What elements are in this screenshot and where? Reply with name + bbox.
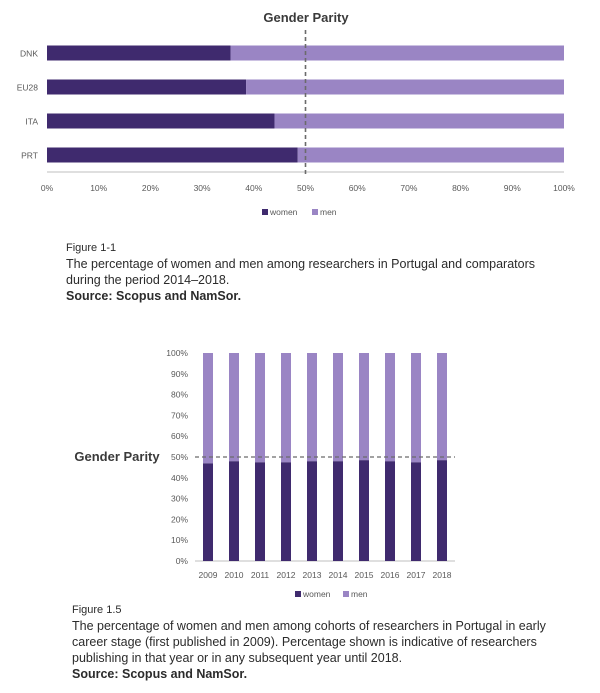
category-label: 2014 — [329, 570, 348, 580]
category-label: 2018 — [433, 570, 452, 580]
caption-source: Source: Scopus and NamSor. — [66, 289, 242, 303]
chart-title: Gender Parity — [263, 10, 349, 25]
legend-label-women: women — [302, 589, 331, 599]
bar-men-prt — [297, 147, 564, 163]
x-tick-label: 50% — [297, 183, 314, 193]
category-label: EU28 — [17, 83, 39, 93]
caption-text: The percentage of women and men among co… — [72, 619, 546, 665]
x-tick-label: 70% — [400, 183, 417, 193]
category-label: ITA — [25, 117, 38, 127]
figure-caption-1: Figure 1-1 The percentage of women and m… — [66, 240, 546, 304]
legend-label-men: men — [320, 207, 337, 217]
y-tick-label: 100% — [166, 348, 188, 358]
bar-women-ita — [47, 113, 275, 129]
category-label: 2012 — [277, 570, 296, 580]
bar-men-2010 — [229, 353, 239, 462]
category-label: 2013 — [303, 570, 322, 580]
category-label: 2010 — [225, 570, 244, 580]
category-label: 2011 — [251, 570, 270, 580]
caption-text: The percentage of women and men among re… — [66, 257, 536, 287]
bar-men-2013 — [307, 353, 317, 462]
bar-men-dnk — [230, 45, 564, 61]
legend-swatch-women — [295, 591, 301, 597]
figure-label: Figure 1.5 — [72, 604, 122, 616]
category-label: DNK — [20, 49, 38, 59]
y-tick-label: 30% — [171, 494, 188, 504]
y-tick-label: 60% — [171, 431, 188, 441]
category-label: 2015 — [355, 570, 374, 580]
bar-women-dnk — [47, 45, 231, 61]
x-tick-label: 10% — [90, 183, 107, 193]
bar-men-2011 — [255, 353, 265, 463]
x-tick-label: 0% — [41, 183, 54, 193]
bar-men-eu28 — [246, 79, 565, 95]
y-tick-label: 90% — [171, 369, 188, 379]
legend-swatch-women — [262, 209, 268, 215]
bar-women-2014 — [333, 461, 343, 561]
caption-source: Source: Scopus and NamSor. — [72, 667, 248, 681]
bar-men-2016 — [385, 353, 395, 462]
bar-men-2018 — [437, 353, 447, 461]
category-label: 2009 — [199, 570, 218, 580]
figure-caption-2: Figure 1.5 The percentage of women and m… — [72, 602, 572, 682]
gender-parity-cohort-chart: Gender Parity 0% 10% 20% 30% 40% 50% 60% 70% 80%… — [74, 348, 455, 599]
y-tick-label: 40% — [171, 473, 188, 483]
gender-parity-country-chart: Gender Parity 0% 10% 20% 30% 40% 50% 60% 70% 80%… — [17, 10, 576, 217]
y-tick-label: 10% — [171, 535, 188, 545]
bar-men-2015 — [359, 353, 369, 461]
bar-women-2011 — [255, 462, 265, 561]
bar-men-ita — [274, 113, 564, 129]
bar-men-2012 — [281, 353, 291, 463]
y-tick-label: 80% — [171, 390, 188, 400]
bar-women-2012 — [281, 462, 291, 561]
y-tick-label: 70% — [171, 410, 188, 420]
x-tick-label: 30% — [194, 183, 211, 193]
bar-women-2017 — [411, 462, 421, 561]
legend-label-men: men — [351, 589, 368, 599]
category-label: PRT — [21, 151, 38, 161]
bar-women-2010 — [229, 461, 239, 561]
bar-women-eu28 — [47, 79, 247, 95]
x-tick-label: 90% — [504, 183, 521, 193]
legend-label-women: women — [269, 207, 298, 217]
bar-men-2017 — [411, 353, 421, 463]
figure-label: Figure 1-1 — [66, 242, 117, 254]
category-label: 2016 — [381, 570, 400, 580]
x-tick-label: 40% — [245, 183, 262, 193]
y-tick-label: 50% — [171, 452, 188, 462]
legend-swatch-men — [343, 591, 349, 597]
bar-men-2014 — [333, 353, 343, 462]
bar-women-2013 — [307, 461, 317, 561]
x-tick-label: 100% — [553, 183, 575, 193]
bar-women-prt — [47, 147, 298, 163]
x-tick-label: 20% — [142, 183, 159, 193]
category-label: 2017 — [407, 570, 426, 580]
x-tick-label: 60% — [349, 183, 366, 193]
x-tick-label: 80% — [452, 183, 469, 193]
y-tick-label: 20% — [171, 514, 188, 524]
bar-women-2018 — [437, 460, 447, 561]
bar-women-2015 — [359, 460, 369, 561]
legend-swatch-men — [312, 209, 318, 215]
bar-women-2009 — [203, 463, 213, 561]
bar-men-2009 — [203, 353, 213, 464]
bar-women-2016 — [385, 461, 395, 561]
chart-title: Gender Parity — [74, 449, 160, 464]
y-tick-label: 0% — [176, 556, 189, 566]
